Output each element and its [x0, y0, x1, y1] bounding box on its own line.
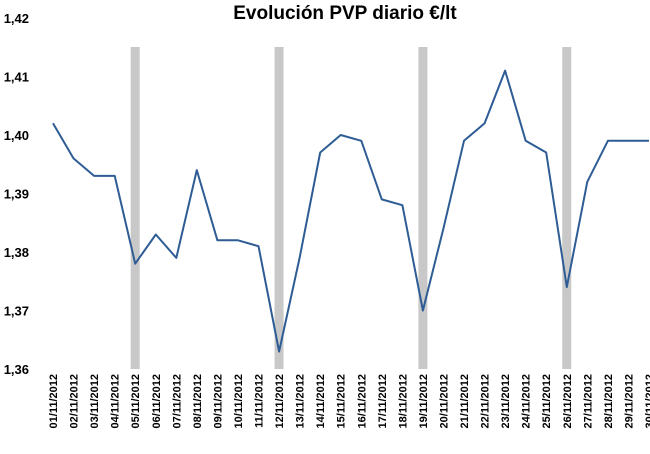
y-tick-label: 1,42: [4, 11, 29, 26]
x-tick-label: 30/11/2012: [644, 374, 650, 428]
x-tick-label: 15/11/2012: [336, 374, 348, 428]
x-tick-label: 10/11/2012: [233, 374, 245, 428]
y-tick-label: 1,41: [4, 70, 29, 85]
x-tick-label: 25/11/2012: [541, 374, 553, 428]
x-tick-label: 12/11/2012: [274, 374, 286, 428]
x-tick-label: 13/11/2012: [295, 374, 307, 428]
x-tick-label: 29/11/2012: [623, 374, 635, 428]
highlight-band: [418, 47, 428, 369]
y-tick-label: 1,37: [4, 304, 29, 319]
series-lines: [52, 69, 649, 353]
x-tick-label: 09/11/2012: [212, 374, 224, 428]
x-tick-label: 23/11/2012: [500, 374, 512, 428]
x-tick-label: 18/11/2012: [397, 374, 409, 428]
x-tick-label: 17/11/2012: [377, 374, 389, 428]
x-tick-label: 14/11/2012: [315, 374, 327, 428]
x-tick-label: 07/11/2012: [171, 374, 183, 428]
x-tick-label: 11/11/2012: [254, 374, 266, 428]
x-tick-label: 22/11/2012: [480, 374, 492, 428]
x-tick-label: 26/11/2012: [562, 374, 574, 428]
x-tick-label: 20/11/2012: [438, 374, 450, 428]
y-tick-label: 1,38: [4, 245, 29, 260]
highlight-band: [130, 47, 140, 369]
x-tick-label: 27/11/2012: [582, 374, 594, 428]
y-tick-label: 1,36: [4, 362, 29, 377]
x-tick-label: 08/11/2012: [192, 374, 204, 428]
x-tick-label: 05/11/2012: [130, 374, 142, 428]
highlight-bands: [130, 47, 572, 369]
highlight-band: [274, 47, 284, 369]
y-tick-label: 1,39: [4, 187, 29, 202]
highlight-band: [562, 47, 572, 369]
y-tick-label: 1,40: [4, 128, 29, 143]
x-tick-label: 19/11/2012: [418, 374, 430, 428]
x-tick-label: 04/11/2012: [110, 374, 122, 428]
x-tick-label: 01/11/2012: [48, 374, 60, 428]
x-tick-label: 03/11/2012: [89, 374, 101, 428]
series-line: [52, 69, 649, 353]
y-axis-ticks: 1,36 1,37 1,38 1,39 1,40 1,41 1,42: [4, 11, 29, 377]
chart-title: Evolución PVP diario €/lt: [233, 3, 457, 24]
x-tick-label: 06/11/2012: [151, 374, 163, 428]
x-tick-label: 16/11/2012: [356, 374, 368, 428]
x-tick-label: 21/11/2012: [459, 374, 471, 428]
x-tick-label: 24/11/2012: [521, 374, 533, 428]
x-tick-label: 02/11/2012: [69, 374, 81, 428]
x-tick-label: 28/11/2012: [603, 374, 615, 428]
x-axis-ticks: 01/11/2012 02/11/2012 03/11/2012 04/11/2012…: [48, 374, 650, 428]
